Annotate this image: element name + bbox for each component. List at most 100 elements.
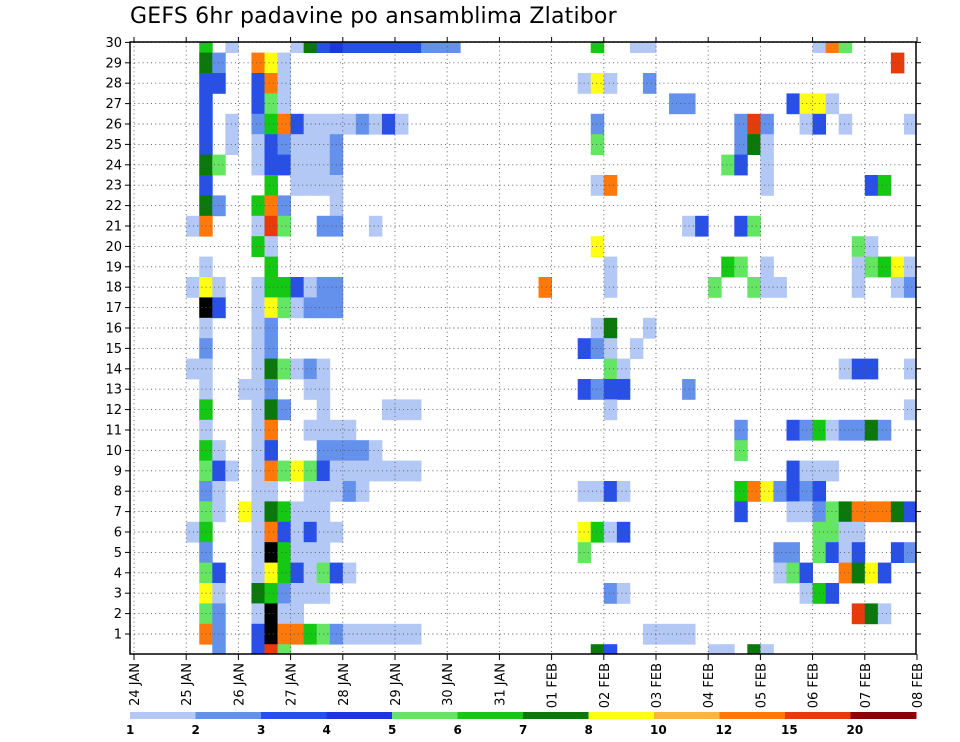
x-tick-label: 07 FEB: [859, 663, 874, 708]
heatmap-cell: [616, 358, 631, 380]
heatmap-cell: [760, 113, 774, 135]
y-tick-label: 13: [105, 383, 122, 398]
heatmap-cell: [773, 562, 787, 584]
heatmap-cell: [721, 256, 735, 278]
x-tick-label: 08 FEB: [911, 663, 926, 708]
heatmap-cell: [851, 419, 866, 441]
heatmap-cell: [734, 113, 748, 135]
heatmap-cell: [903, 358, 917, 380]
colorbar-label: 15: [781, 723, 798, 737]
heatmap-cell: [786, 481, 800, 502]
heatmap-cell: [264, 154, 278, 176]
heatmap-cell: [290, 134, 305, 155]
heatmap-cell: [381, 113, 396, 135]
colorbar-label: 20: [847, 723, 864, 737]
heatmap-cell: [303, 460, 318, 482]
colorbar-label: 10: [650, 723, 667, 737]
heatmap-cell: [629, 42, 644, 53]
heatmap-cell: [890, 542, 905, 563]
heatmap-cell: [864, 358, 879, 380]
colorbar-label: 7: [519, 723, 527, 737]
heatmap-cell: [734, 256, 748, 278]
heatmap-cell: [838, 358, 853, 380]
heatmap-cell: [264, 195, 278, 217]
heatmap-cell: [368, 42, 383, 53]
heatmap-cell: [238, 379, 252, 400]
y-tick-label: 17: [105, 301, 122, 316]
heatmap-cell: [277, 277, 291, 298]
heatmap-cell: [355, 460, 370, 482]
heatmap-cell: [251, 562, 265, 584]
heatmap-cell: [616, 379, 631, 400]
heatmap-cell: [642, 317, 657, 339]
heatmap-cell: [838, 42, 853, 53]
heatmap-cell: [290, 521, 305, 543]
heatmap-cell: [656, 623, 670, 645]
heatmap-cell: [277, 603, 291, 625]
heatmap-cell: [277, 52, 291, 74]
heatmap-cell: [303, 277, 318, 298]
heatmap-cell: [277, 297, 291, 319]
heatmap-cell: [864, 256, 879, 278]
heatmap-cell: [342, 440, 357, 461]
heatmap-cell: [786, 419, 800, 441]
heatmap-cell: [290, 623, 305, 645]
heatmap-cell: [590, 481, 605, 502]
heatmap-cell: [290, 562, 305, 584]
heatmap-cell: [395, 399, 409, 421]
heatmap-cell: [603, 73, 618, 94]
colorbar-label: 6: [454, 723, 462, 737]
heatmap-cell: [864, 501, 879, 523]
heatmap-cell: [838, 562, 853, 584]
heatmap-cell: [251, 501, 265, 523]
heatmap-cell: [342, 113, 357, 135]
heatmap-cell: [277, 195, 291, 217]
heatmap-cell: [212, 644, 226, 655]
heatmap-cell: [264, 379, 278, 400]
heatmap-cell: [264, 358, 278, 380]
heatmap-cell: [264, 277, 278, 298]
heatmap-cell: [734, 481, 748, 502]
heatmap-cell: [825, 42, 840, 53]
colorbar-swatch: [392, 712, 458, 719]
heatmap-cell: [251, 481, 265, 502]
heatmap-cell: [251, 399, 265, 421]
heatmap-cell: [851, 562, 866, 584]
heatmap-cell: [538, 277, 552, 298]
heatmap-cell: [734, 154, 748, 176]
heatmap-cell: [264, 583, 278, 604]
heatmap-cell: [708, 644, 722, 655]
heatmap-cell: [303, 583, 318, 604]
heatmap-cell: [186, 277, 200, 298]
heatmap-cell: [264, 419, 278, 441]
x-tick-label: 26 JAN: [232, 663, 247, 706]
heatmap-cell: [603, 338, 618, 359]
heatmap-cell: [838, 419, 853, 441]
y-tick-label: 25: [105, 138, 122, 153]
heatmap-cell: [734, 440, 748, 461]
heatmap-cell: [851, 542, 866, 563]
heatmap-cell: [838, 521, 853, 543]
heatmap-cell: [264, 338, 278, 359]
heatmap-cell: [603, 583, 618, 604]
heatmap-cell: [590, 644, 605, 655]
heatmap-cell: [264, 399, 278, 421]
heatmap-cell: [251, 379, 265, 400]
colorbar-swatch: [457, 712, 524, 719]
heatmap-cell: [603, 256, 618, 278]
y-tick-label: 27: [105, 97, 122, 112]
heatmap-cell: [838, 113, 853, 135]
x-tick-label: 30 JAN: [441, 663, 456, 706]
heatmap-cell: [251, 623, 265, 645]
heatmap-cell: [368, 623, 383, 645]
heatmap-cell: [903, 256, 917, 278]
heatmap-cell: [290, 501, 305, 523]
heatmap-cell: [277, 623, 291, 645]
colorbar-swatch: [130, 712, 196, 719]
x-tick-label: 04 FEB: [702, 663, 717, 708]
heatmap-cell: [381, 399, 396, 421]
y-tick-label: 5: [114, 546, 122, 561]
heatmap-cell: [277, 460, 291, 482]
heatmap-cell: [864, 603, 879, 625]
heatmap-cell: [251, 419, 265, 441]
